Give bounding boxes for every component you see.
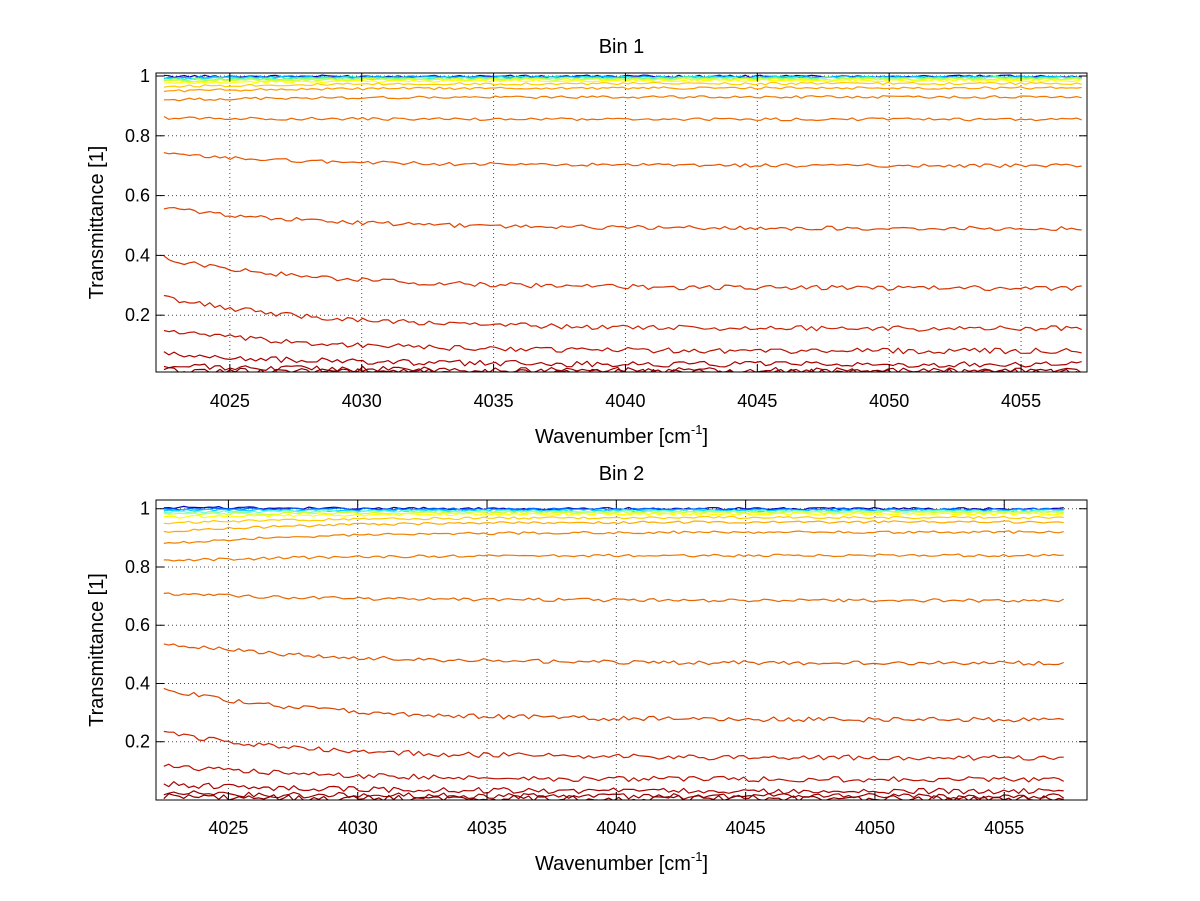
series-line-s14 — [163, 730, 1064, 761]
axes-frame — [155, 499, 1088, 801]
y-tick-label: 0.4 — [125, 673, 150, 693]
series-line-s4 — [163, 509, 1064, 514]
x-tick-label: 4040 — [605, 391, 645, 411]
series-line-s18 — [163, 367, 1079, 372]
y-tick-label: 0.8 — [125, 126, 150, 146]
series-line-s15 — [163, 763, 1064, 783]
series-line-s15 — [163, 329, 1082, 355]
series-line-s17 — [163, 790, 1065, 800]
series-line-s7 — [163, 515, 1064, 525]
series-line-s8 — [163, 86, 1082, 93]
series-line-s9 — [163, 95, 1082, 102]
x-axis-label-main: Wavenumber [cm — [535, 426, 691, 448]
x-tick-label: 4030 — [338, 818, 378, 838]
series-line-s12 — [163, 207, 1082, 231]
series-line-s16 — [163, 781, 1064, 795]
series-line-s11 — [163, 592, 1064, 603]
x-tick-label: 4025 — [208, 818, 248, 838]
axes-frame — [155, 72, 1088, 373]
x-axis-label: Wavenumber [cm-1] — [535, 849, 708, 875]
chart-title: Bin 2 — [599, 463, 645, 485]
x-tick-label: 4045 — [726, 818, 766, 838]
series-line-s18 — [163, 793, 1064, 800]
x-tick-label: 4055 — [1001, 391, 1041, 411]
series-line-s2 — [163, 507, 1064, 512]
y-tick-label: 1 — [140, 66, 150, 86]
series-line-s8 — [163, 520, 1064, 533]
x-tick-label: 4025 — [210, 391, 250, 411]
x-axis-label-end: ] — [702, 853, 708, 875]
x-tick-label: 4045 — [737, 391, 777, 411]
y-tick-label: 0.8 — [125, 557, 150, 577]
y-tick-label: 0.2 — [125, 305, 150, 325]
y-axis-label: Transmittance [1] — [86, 573, 108, 727]
x-tick-label: 4050 — [869, 391, 909, 411]
y-tick-label: 0.6 — [125, 186, 150, 206]
x-tick-label: 4055 — [984, 818, 1024, 838]
series-line-s10 — [163, 553, 1064, 562]
x-axis-label-sup: -1 — [691, 422, 703, 437]
series-line-s11 — [163, 152, 1082, 168]
series-group — [163, 505, 1065, 800]
y-axis-label: Transmittance [1] — [86, 146, 108, 300]
x-tick-label: 4030 — [342, 391, 382, 411]
x-axis-label-end: ] — [702, 426, 708, 448]
x-tick-label: 4035 — [467, 818, 507, 838]
x-tick-label: 4050 — [855, 818, 895, 838]
x-axis-label-main: Wavenumber [cm — [535, 853, 691, 875]
x-axis-label: Wavenumber [cm-1] — [535, 422, 708, 448]
chart-bin-2: Bin 2 4025 4030 4035 4040 4045 4050 4055 0.2 0.4 0… — [86, 463, 1088, 875]
series-group — [163, 74, 1082, 372]
x-tick-label: 4035 — [474, 391, 514, 411]
chart-bin-1: Bin 1 4025 4030 4035 4040 4045 4050 4055 0.2 0.4 0… — [86, 36, 1088, 448]
series-line-s5 — [163, 77, 1082, 83]
series-line-s7 — [163, 81, 1082, 88]
series-line-s9 — [163, 530, 1064, 544]
series-line-s16 — [163, 351, 1082, 368]
x-axis-label-sup: -1 — [691, 849, 703, 864]
chart-title: Bin 1 — [599, 36, 645, 58]
series-line-s12 — [163, 643, 1064, 666]
x-tick-label: 4040 — [596, 818, 636, 838]
series-line-s10 — [163, 115, 1082, 122]
y-tick-label: 0.2 — [125, 732, 150, 752]
y-tick-label: 0.4 — [125, 245, 150, 265]
series-line-s6 — [163, 512, 1064, 519]
series-line-s13 — [163, 687, 1064, 723]
series-line-s13 — [163, 255, 1082, 292]
series-line-s6 — [163, 78, 1082, 85]
y-tick-label: 0.6 — [125, 615, 150, 635]
series-line-s14 — [163, 294, 1082, 332]
y-tick-label: 1 — [140, 499, 150, 519]
series-line-s5 — [163, 510, 1064, 516]
series-line-s17 — [163, 363, 1082, 372]
